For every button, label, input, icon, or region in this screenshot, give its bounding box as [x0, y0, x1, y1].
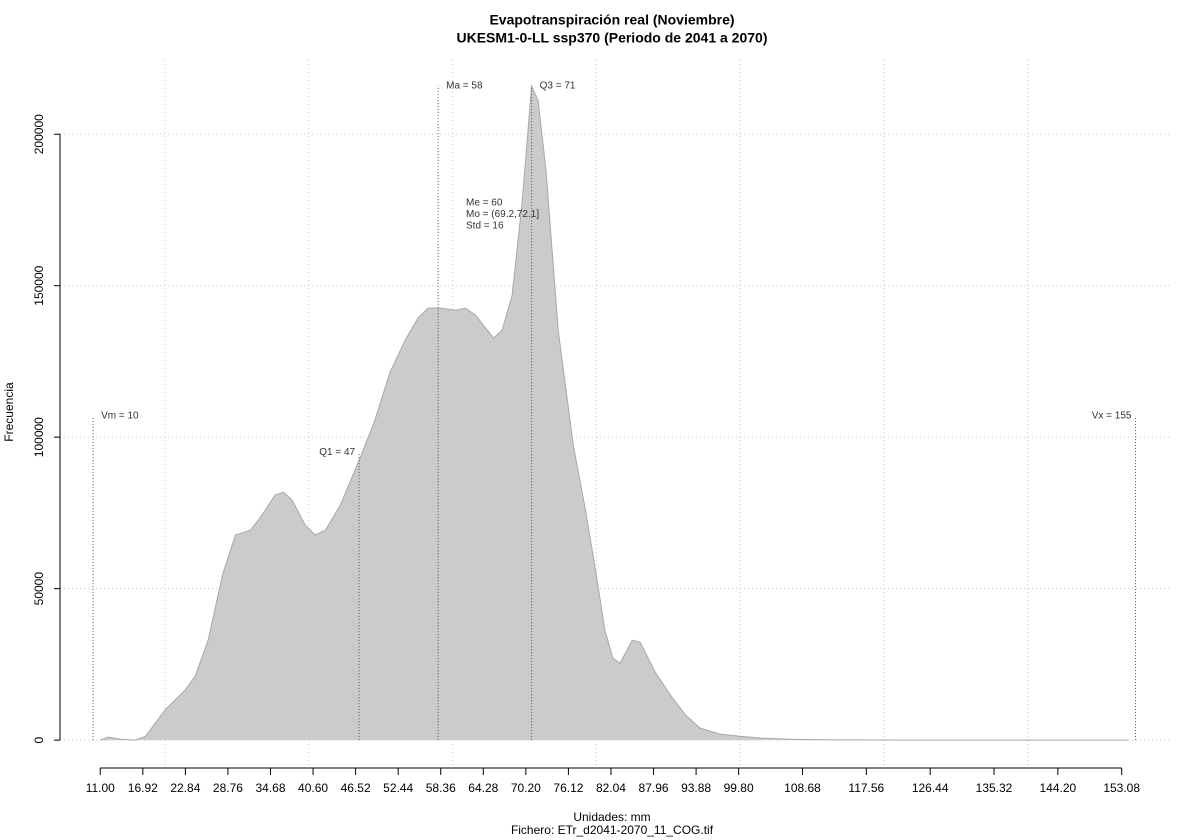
stat-label: Me = 60	[466, 198, 503, 209]
x-tick-label: 34.68	[255, 781, 285, 795]
y-tick-label: 200000	[32, 114, 46, 154]
x-tick-label: 64.28	[468, 781, 498, 795]
marker-label: Vx = 155	[1092, 411, 1132, 422]
y-tick-label: 50000	[32, 572, 46, 606]
x-tick-label: 108.68	[784, 781, 821, 795]
x-tick-label: 93.88	[681, 781, 711, 795]
x-tick-label: 82.04	[596, 781, 626, 795]
x-tick-label: 46.52	[341, 781, 371, 795]
x-tick-label: 28.76	[213, 781, 243, 795]
x-tick-label: 153.08	[1103, 781, 1140, 795]
density-line	[100, 84, 1129, 741]
x-tick-label: 135.32	[976, 781, 1013, 795]
y-tick-label: 150000	[32, 265, 46, 305]
x-axis-label: Unidades: mm	[573, 810, 650, 824]
y-tick-label: 100000	[32, 417, 46, 457]
stat-label: Std = 16	[466, 221, 504, 232]
x-tick-label: 52.44	[383, 781, 413, 795]
marker-label: Q3 = 71	[540, 80, 576, 91]
x-tick-label: 11.00	[86, 781, 115, 795]
y-tick-label: 0	[32, 736, 46, 743]
y-axis-label: Frecuencia	[2, 382, 16, 442]
x-tick-label: 126.44	[912, 781, 949, 795]
chart-subtitle: UKESM1-0-LL ssp370 (Periodo de 2041 a 20…	[457, 30, 768, 46]
x-tick-label: 117.56	[848, 781, 884, 795]
x-tick-label: 40.60	[298, 781, 328, 795]
marker-label: Ma = 58	[446, 80, 483, 91]
marker-label: Q1 = 47	[319, 447, 355, 458]
x-tick-label: 99.80	[724, 781, 754, 795]
x-tick-label: 70.20	[511, 781, 541, 795]
x-tick-label: 58.36	[426, 781, 456, 795]
x-tick-label: 22.84	[170, 781, 200, 795]
stat-label: Mo = (69.2,72.1]	[466, 209, 539, 220]
x-tick-label: 87.96	[639, 781, 669, 795]
x-tick-label: 16.92	[128, 781, 158, 795]
x-tick-label: 76.12	[553, 781, 583, 795]
caption: Fichero: ETr_d2041-2070_11_COG.tif	[511, 823, 714, 837]
marker-label: Vm = 10	[101, 411, 139, 422]
x-tick-label: 144.20	[1039, 781, 1076, 795]
density-area	[100, 86, 1129, 741]
chart-title: Evapotranspiración real (Noviembre)	[489, 12, 734, 28]
